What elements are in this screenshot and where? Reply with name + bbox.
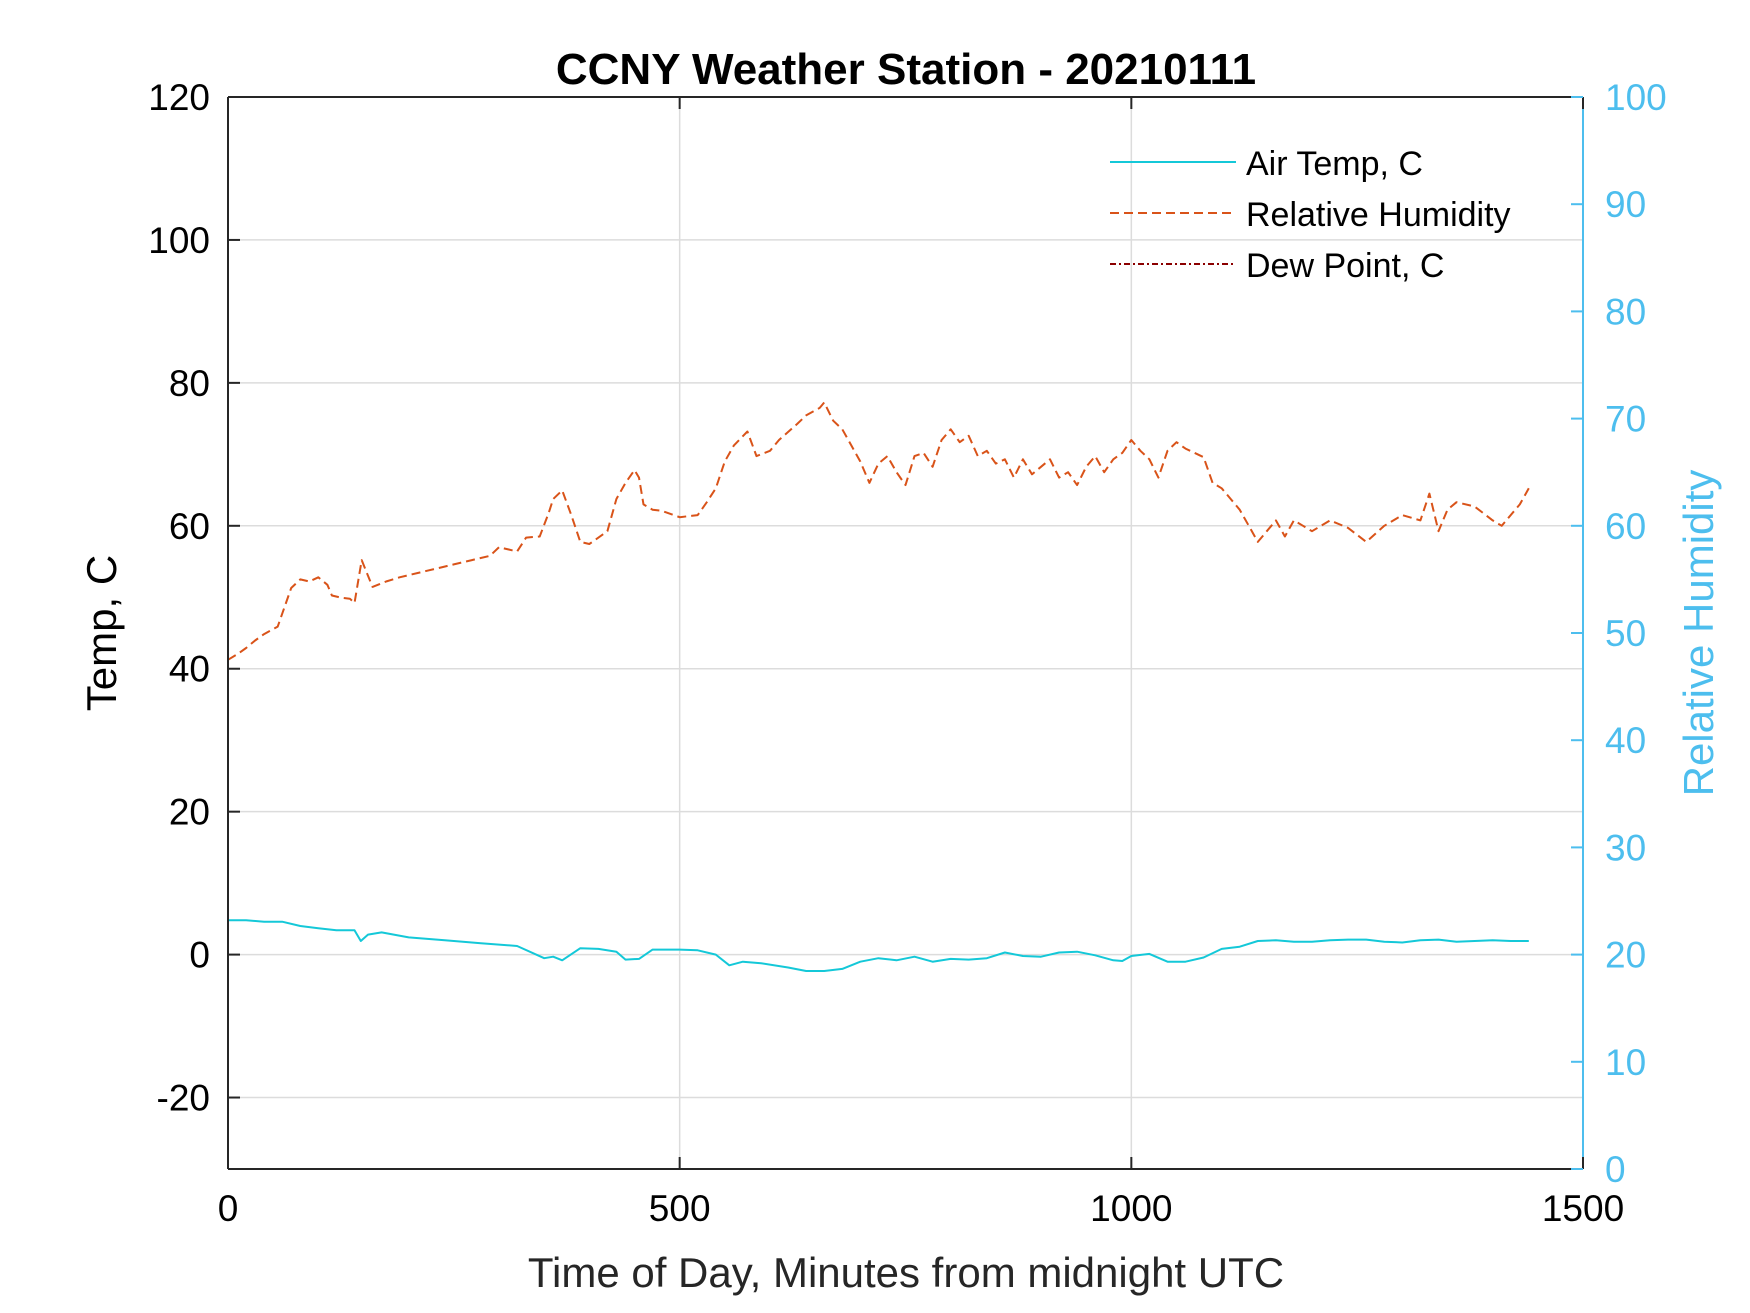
y-right-tick-label-20: 20 [1605,935,1646,976]
y-axis-left-label: Temp, C [78,555,125,711]
x-tick-label-1000: 1000 [1090,1188,1172,1229]
y-left-tick-label-60: 60 [169,506,210,547]
legend-label-air-temp: Air Temp, C [1246,145,1423,183]
y-right-tick-label-30: 30 [1605,827,1646,868]
legend-label-relative-humidity: Relative Humidity [1246,196,1511,234]
y-left-tick-label-20: 20 [169,792,210,833]
y-left-tick-label-120: 120 [148,77,210,118]
axes [227,96,1584,1170]
y-right-tick-label-100: 100 [1605,77,1667,118]
x-tick-label-0: 0 [218,1188,239,1229]
series-line-relative-humidity [227,401,1530,661]
chart-title: CCNY Weather Station - 20210111 [556,45,1256,94]
y-right-tick-label-50: 50 [1605,613,1646,654]
y-right-tick-label-90: 90 [1605,184,1646,225]
tick-labels: 0 500 1000 1500 -20 0 20 40 60 80 100 120 0 10 20 30 40 5… [148,77,1666,1229]
x-tick-label-500: 500 [649,1188,711,1229]
y-axis-right-label: Relative Humidity [1675,470,1722,797]
y-left-tick-label-0: 0 [189,935,210,976]
x-axis-label: Time of Day, Minutes from midnight UTC [528,1249,1284,1296]
y-right-tick-label-0: 0 [1605,1149,1626,1190]
grid-lines [228,97,1583,1169]
series-line-air-temp-c [228,919,1529,972]
y-left-tick-label-80: 80 [169,363,210,404]
legend-label-dew-point: Dew Point, C [1246,247,1444,285]
y-right-tick-label-60: 60 [1605,506,1646,547]
plot-area [228,97,1583,1169]
y-left-tick-label-100: 100 [148,220,210,261]
x-tick-label-1500: 1500 [1542,1188,1624,1229]
y-left-tick-label-40: 40 [169,649,210,690]
y-right-tick-label-10: 10 [1605,1042,1646,1083]
y-left-tick-label--20: -20 [157,1078,210,1119]
y-right-tick-label-40: 40 [1605,720,1646,761]
legend: Air Temp, C Relative Humidity Dew Point,… [1110,145,1511,285]
series-lines [227,401,1530,972]
y-right-tick-label-80: 80 [1605,291,1646,332]
y-right-tick-label-70: 70 [1605,399,1646,440]
